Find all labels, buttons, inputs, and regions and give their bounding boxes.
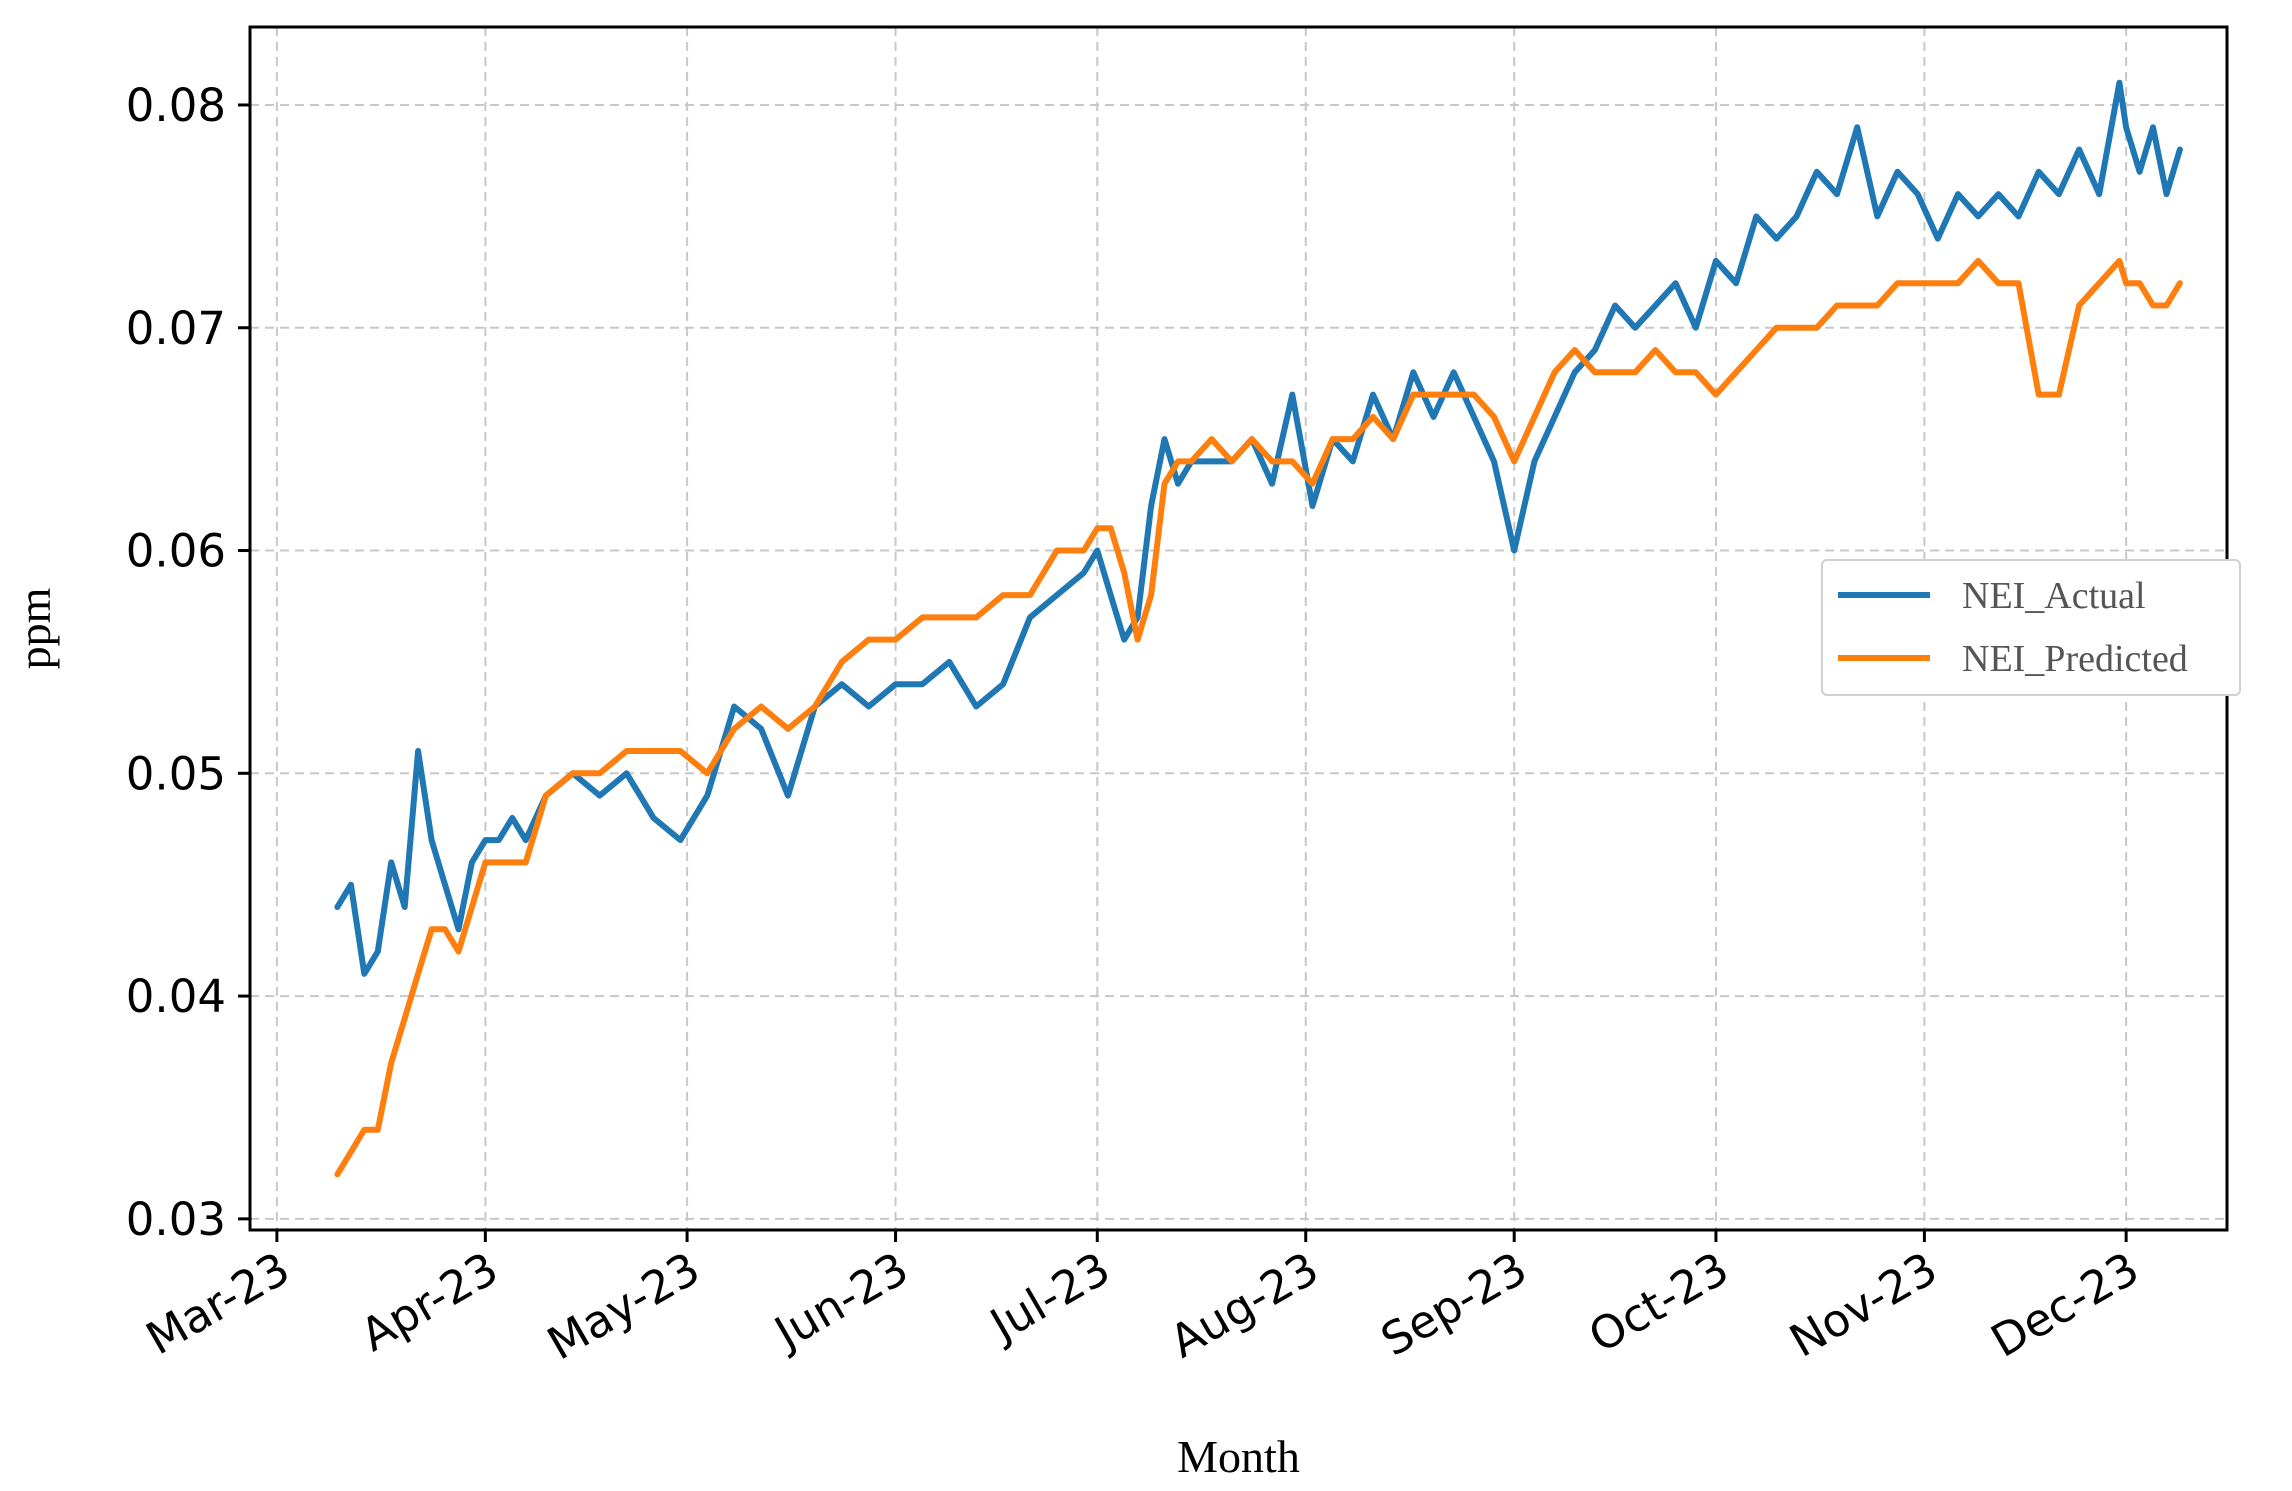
axis-ticks: Mar-23 Apr-23 May-23 Jun-23 Jul-23 Aug-23 Sep-… <box>126 79 2148 1370</box>
x-axis-label: Month <box>1177 1431 1300 1482</box>
y-tick-label: 0.05 <box>126 747 226 800</box>
series-line-nei-predicted <box>334 257 2183 1178</box>
y-tick-label: 0.03 <box>126 1193 226 1246</box>
series-lines <box>334 79 2183 1178</box>
x-tick-label: May-23 <box>539 1242 709 1371</box>
y-tick-label: 0.06 <box>126 525 226 578</box>
legend: NEI_Actual NEI_Predicted <box>1821 559 2241 696</box>
x-tick-label: Aug-23 <box>1161 1242 1327 1369</box>
x-tick-label: Nov-23 <box>1781 1242 1946 1368</box>
x-tick-label: Jun-23 <box>763 1242 917 1361</box>
legend-label-nei-predicted: NEI_Predicted <box>1962 638 2188 680</box>
x-tick-label: Sep-23 <box>1372 1242 1536 1367</box>
x-tick-label: Apr-23 <box>352 1242 507 1362</box>
y-tick-label: 0.07 <box>126 302 226 355</box>
y-tick-label: 0.08 <box>126 79 226 132</box>
x-tick-label: Jul-23 <box>979 1242 1119 1353</box>
grid-lines <box>250 27 2227 1230</box>
x-tick-label: Dec-23 <box>1982 1242 2148 1368</box>
x-tick-label: Oct-23 <box>1580 1242 1738 1364</box>
legend-label-nei-actual: NEI_Actual <box>1962 575 2146 617</box>
series-line-nei-actual <box>334 79 2183 977</box>
y-axis-label: ppm <box>9 587 60 669</box>
y-tick-label: 0.04 <box>126 970 226 1023</box>
x-tick-label: Mar-23 <box>137 1242 298 1366</box>
